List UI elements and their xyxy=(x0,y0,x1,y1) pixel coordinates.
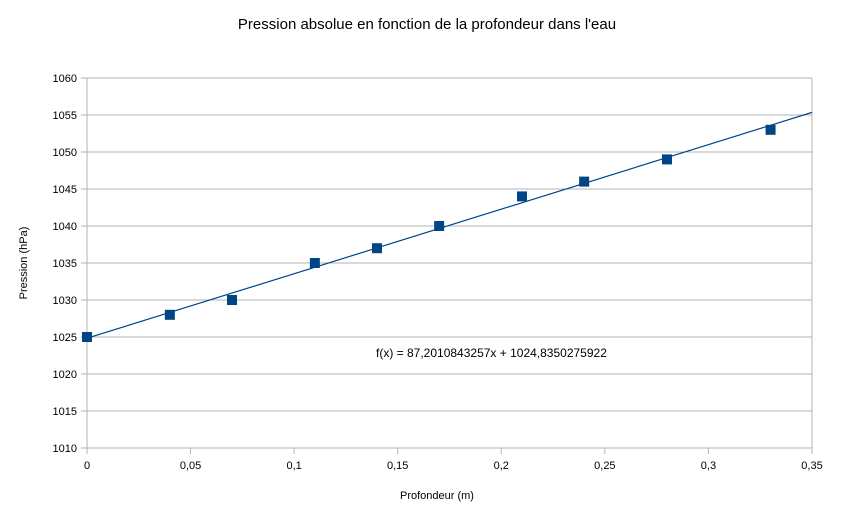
data-point xyxy=(434,221,445,231)
data-point xyxy=(579,176,590,187)
x-tick-label: 0,1 xyxy=(286,460,301,472)
y-tick-label: 1050 xyxy=(53,147,77,159)
data-point xyxy=(765,124,776,135)
data-point xyxy=(662,154,672,165)
data-point xyxy=(372,243,382,254)
y-tick-label: 1040 xyxy=(53,221,77,233)
y-tick-label: 1035 xyxy=(53,258,77,270)
y-tick-label: 1015 xyxy=(53,406,77,418)
data-point xyxy=(227,295,237,305)
data-point xyxy=(82,332,92,342)
y-tick-label: 1045 xyxy=(53,184,77,196)
data-point xyxy=(309,258,320,268)
x-tick-labels: 0 0,05 0,1 0,15 0,2 0,25 0,3 0,35 xyxy=(84,460,823,472)
gridlines xyxy=(81,77,812,449)
x-tick-label: 0,2 xyxy=(494,460,509,472)
trendline-equation: f(x) = 87,2010843257x + 1024,8350275922 xyxy=(376,346,607,360)
axes xyxy=(86,78,813,454)
x-tick-label: 0,05 xyxy=(180,460,201,472)
x-tick-label: 0,35 xyxy=(801,460,822,472)
x-tick-label: 0,25 xyxy=(594,460,615,472)
y-tick-label: 1025 xyxy=(53,332,77,344)
data-points xyxy=(82,124,776,342)
x-tick-label: 0,15 xyxy=(387,460,408,472)
data-point xyxy=(164,309,175,320)
trendline-path xyxy=(86,111,813,339)
x-tick-label: 0,3 xyxy=(701,460,716,472)
y-tick-label: 1060 xyxy=(53,73,77,85)
data-point xyxy=(517,191,527,202)
x-tick-label: 0 xyxy=(84,460,90,472)
y-tick-label: 1020 xyxy=(53,369,77,381)
chart-title: Pression absolue en fonction de la profo… xyxy=(238,16,616,33)
x-axis-title: Profondeur (m) xyxy=(400,490,474,502)
y-axis-title: Pression (hPa) xyxy=(18,227,30,300)
trendline xyxy=(86,111,813,339)
y-tick-labels: 1010 1015 1020 1025 1030 1035 1040 1045 1050 1055… xyxy=(53,73,77,455)
y-tick-label: 1030 xyxy=(53,295,77,307)
y-tick-label: 1055 xyxy=(53,110,77,122)
y-tick-label: 1010 xyxy=(53,443,77,455)
